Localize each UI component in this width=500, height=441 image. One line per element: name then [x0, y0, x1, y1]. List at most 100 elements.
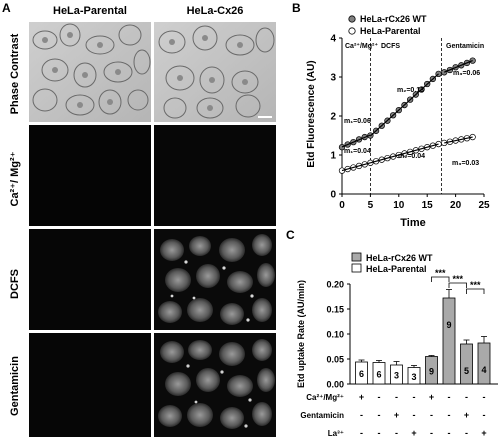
x-tick-label: 5 [368, 200, 374, 211]
phase-dividers [369, 38, 442, 194]
row-label-gentamicin: Gentamicin [9, 356, 21, 416]
micrograph-ca-mg-cx26 [154, 125, 276, 226]
data-point-wt [441, 69, 448, 76]
panel-b-letter: B [292, 1, 301, 15]
y-tick-label: 0.05 [326, 355, 344, 365]
col-label-parental: HeLa-Parental [53, 5, 127, 17]
scale-bar [258, 116, 272, 118]
y-tick-label: 1 [330, 151, 336, 162]
col-label-cx26: HeLa-Cx26 [187, 5, 244, 17]
n-label: 6 [376, 369, 381, 379]
slope-label-wt-1: m₁=0.06 [344, 118, 371, 125]
x-tick-label: 20 [450, 200, 462, 211]
micrograph-gentamicin-cx26 [154, 333, 276, 437]
phase-label-ca-mg: Ca²⁺/Mg²⁺ [345, 42, 378, 50]
n-label: 5 [464, 366, 469, 376]
panel-a: A HeLa-Parental HeLa-Cx26 Phase Contrast… [2, 1, 276, 437]
fit-line [444, 60, 473, 73]
condition-mark: - [483, 392, 486, 402]
legend-b-wt-label: HeLa-rCx26 WT [360, 14, 427, 24]
y-tick-label: 0.20 [326, 280, 344, 290]
cond-label-gentamicin: Gentamicin [300, 411, 344, 420]
condition-mark: - [483, 410, 486, 420]
condition-mark: - [360, 410, 363, 420]
panel-a-letter: A [2, 1, 11, 15]
y-tick-label: 4 [330, 34, 336, 45]
slope-label-wt-2: m₂=0.13 [397, 87, 424, 94]
bracket [448, 282, 467, 288]
row-label-ca-mg: Ca²⁺/ Mg²⁺ [9, 151, 21, 206]
condition-mark: + [481, 428, 486, 438]
condition-mark: - [395, 428, 398, 438]
condition-mark: - [378, 392, 381, 402]
condition-mark: - [448, 392, 451, 402]
bracket [431, 276, 450, 282]
condition-mark: - [448, 428, 451, 438]
axis-c-ylabel: Etd uptake Rate (AU/min) [296, 280, 306, 388]
axis-b-ylabel: Etd Fluorescence (AU) [306, 60, 317, 167]
fit-line [341, 134, 371, 148]
condition-mark: - [430, 428, 433, 438]
axis-b-xlabel: Time [400, 217, 425, 229]
micrograph-phase-parental [29, 22, 151, 122]
axis-b-ticks-y: 0 1 2 3 4 [330, 34, 342, 201]
legend-b-parental-label: HeLa-Parental [360, 26, 421, 36]
condition-mark: - [448, 410, 451, 420]
bar-wt [442, 297, 456, 385]
fit-line [369, 73, 439, 137]
legend-c-wt-swatch [351, 252, 362, 262]
fit-line [444, 136, 473, 144]
slope-label-wt-3: m₃=0.06 [453, 70, 480, 77]
slope-label-par-1: m₁=0.04 [344, 148, 371, 155]
cond-label-ca-mg: Ca²⁺/Mg²⁺ [306, 393, 344, 402]
legend-c-parental-label: HeLa-Parental [366, 264, 427, 274]
row-label-dcfs: DCFS [9, 269, 21, 299]
x-tick-label: 10 [393, 200, 405, 211]
micrograph-ca-mg-parental [29, 125, 151, 226]
phase-label-dcfs: DCFS [381, 43, 400, 50]
x-tick-label: 0 [339, 200, 345, 211]
micrograph-phase-cx26 [154, 22, 276, 122]
y-tick-label: 3 [330, 73, 336, 84]
axis-c-ticks-y: 0.00 0.05 0.10 0.15 0.20 [326, 280, 350, 390]
x-tick-label: 15 [422, 200, 434, 211]
condition-mark: - [465, 428, 468, 438]
bracket [466, 288, 485, 294]
bar-wt [460, 343, 473, 385]
cond-label-la: La³⁺ [328, 429, 344, 438]
condition-mark: - [378, 410, 381, 420]
condition-mark: - [413, 392, 416, 402]
n-label: 3 [394, 371, 399, 381]
significance-stars: *** [435, 268, 446, 278]
slope-label-par-3: m₃=0.03 [452, 160, 479, 167]
fit-line [370, 143, 439, 164]
condition-mark: - [465, 392, 468, 402]
condition-marks: + - - - + - - - - - + - - - + - - - - + - - - + [359, 392, 487, 438]
phase-label-gentamicin: Gentamicin [446, 43, 484, 50]
bar-wt [477, 342, 491, 385]
row-label-phase: Phase Contrast [9, 33, 21, 114]
condition-mark: - [395, 392, 398, 402]
n-label: 4 [481, 365, 486, 375]
legend-c-parental-swatch [351, 263, 362, 273]
slope-label-par-2: m₂=0.04 [398, 153, 425, 160]
significance-brackets: *** *** *** [431, 268, 485, 294]
y-tick-label: 2 [330, 112, 336, 123]
fit-line [341, 162, 371, 172]
condition-mark: - [430, 410, 433, 420]
series-fit-lines [341, 60, 473, 172]
legend-b-parental-marker [348, 27, 356, 35]
condition-mark: + [394, 410, 399, 420]
axis-b-ticks-x: 0 5 10 15 20 25 [339, 194, 490, 211]
panel-b: B HeLa-rCx26 WT HeLa-Parental Etd Fluore… [292, 1, 490, 229]
micrograph-dcfs-cx26 [154, 229, 276, 330]
condition-mark: + [429, 392, 434, 402]
n-label: 6 [359, 369, 364, 379]
y-tick-label: 0.10 [326, 330, 344, 340]
y-tick-label: 0.15 [326, 305, 344, 315]
y-tick-label: 0.00 [326, 380, 344, 390]
n-label: 3 [411, 372, 416, 382]
y-tick-label: 0 [330, 190, 336, 201]
significance-stars: *** [452, 274, 463, 284]
